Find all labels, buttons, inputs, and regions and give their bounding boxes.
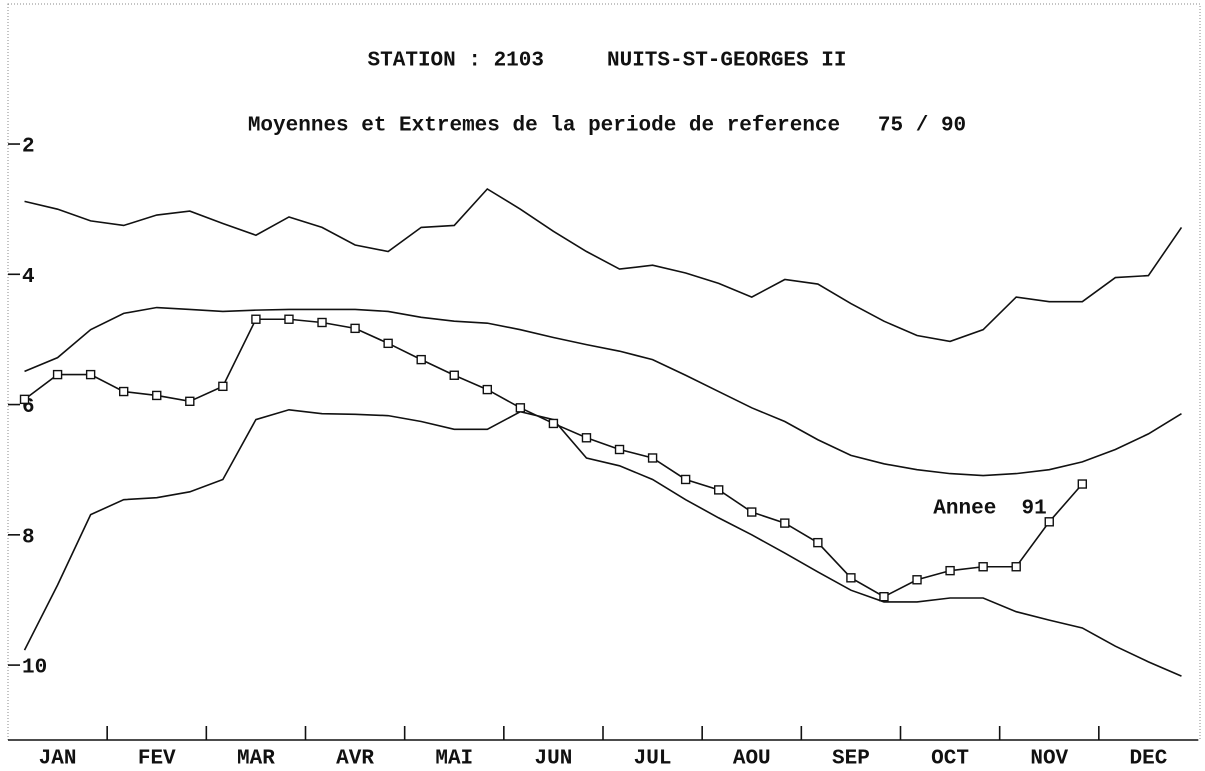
x-tick-label: SEP bbox=[832, 748, 870, 771]
marker bbox=[482, 384, 493, 395]
series-line bbox=[24, 187, 1183, 343]
x-tick-label: NOV bbox=[1030, 748, 1068, 771]
marker bbox=[647, 453, 658, 463]
marker bbox=[581, 433, 592, 443]
marker bbox=[416, 354, 426, 365]
marker bbox=[846, 573, 856, 583]
marker bbox=[118, 386, 129, 397]
y-tick-label: 2 bbox=[22, 136, 35, 159]
x-tick-label: AVR bbox=[336, 748, 374, 771]
marker bbox=[185, 396, 195, 407]
marker bbox=[945, 565, 955, 576]
chart-subtitle: Moyennes et Extremes de la periode de re… bbox=[248, 115, 966, 138]
marker bbox=[747, 507, 757, 517]
marker bbox=[317, 317, 327, 328]
x-tick-label: MAR bbox=[237, 748, 275, 771]
marker bbox=[1044, 517, 1054, 527]
x-tick-label: JUN bbox=[535, 748, 573, 771]
y-tick-label: 8 bbox=[22, 526, 35, 549]
x-tick-label: DEC bbox=[1130, 748, 1168, 771]
marker bbox=[879, 592, 889, 602]
marker bbox=[449, 370, 459, 380]
x-tick-label: JUL bbox=[634, 748, 672, 771]
marker bbox=[284, 314, 294, 324]
marker bbox=[383, 338, 393, 349]
marker bbox=[85, 369, 96, 380]
marker bbox=[52, 369, 63, 380]
y-tick-label: 10 bbox=[22, 657, 47, 680]
marker bbox=[19, 394, 30, 405]
marker bbox=[813, 537, 823, 548]
marker bbox=[780, 518, 790, 528]
y-tick-label: 4 bbox=[22, 266, 35, 289]
marker bbox=[152, 390, 162, 401]
marker bbox=[1077, 479, 1088, 489]
marker bbox=[713, 485, 724, 495]
marker bbox=[978, 562, 988, 572]
marker bbox=[251, 314, 261, 324]
series-line bbox=[23, 408, 1182, 677]
marker bbox=[218, 381, 228, 392]
x-tick-label: FEV bbox=[138, 748, 176, 771]
marker bbox=[1011, 562, 1021, 572]
marker bbox=[350, 323, 360, 334]
marker bbox=[912, 575, 922, 585]
x-tick-label: AOU bbox=[733, 748, 771, 771]
marker bbox=[548, 418, 559, 429]
x-tick-label: OCT bbox=[931, 748, 969, 771]
marker bbox=[680, 474, 691, 485]
series-line bbox=[24, 318, 1083, 598]
chart-title: STATION : 2103 NUITS-ST-GEORGES II bbox=[368, 50, 847, 73]
x-tick-label: MAI bbox=[435, 748, 473, 771]
annotation: Annee 91 bbox=[933, 498, 1046, 521]
marker bbox=[614, 444, 625, 455]
x-tick-label: JAN bbox=[39, 748, 77, 771]
series-line bbox=[24, 306, 1182, 477]
marker bbox=[515, 403, 526, 413]
